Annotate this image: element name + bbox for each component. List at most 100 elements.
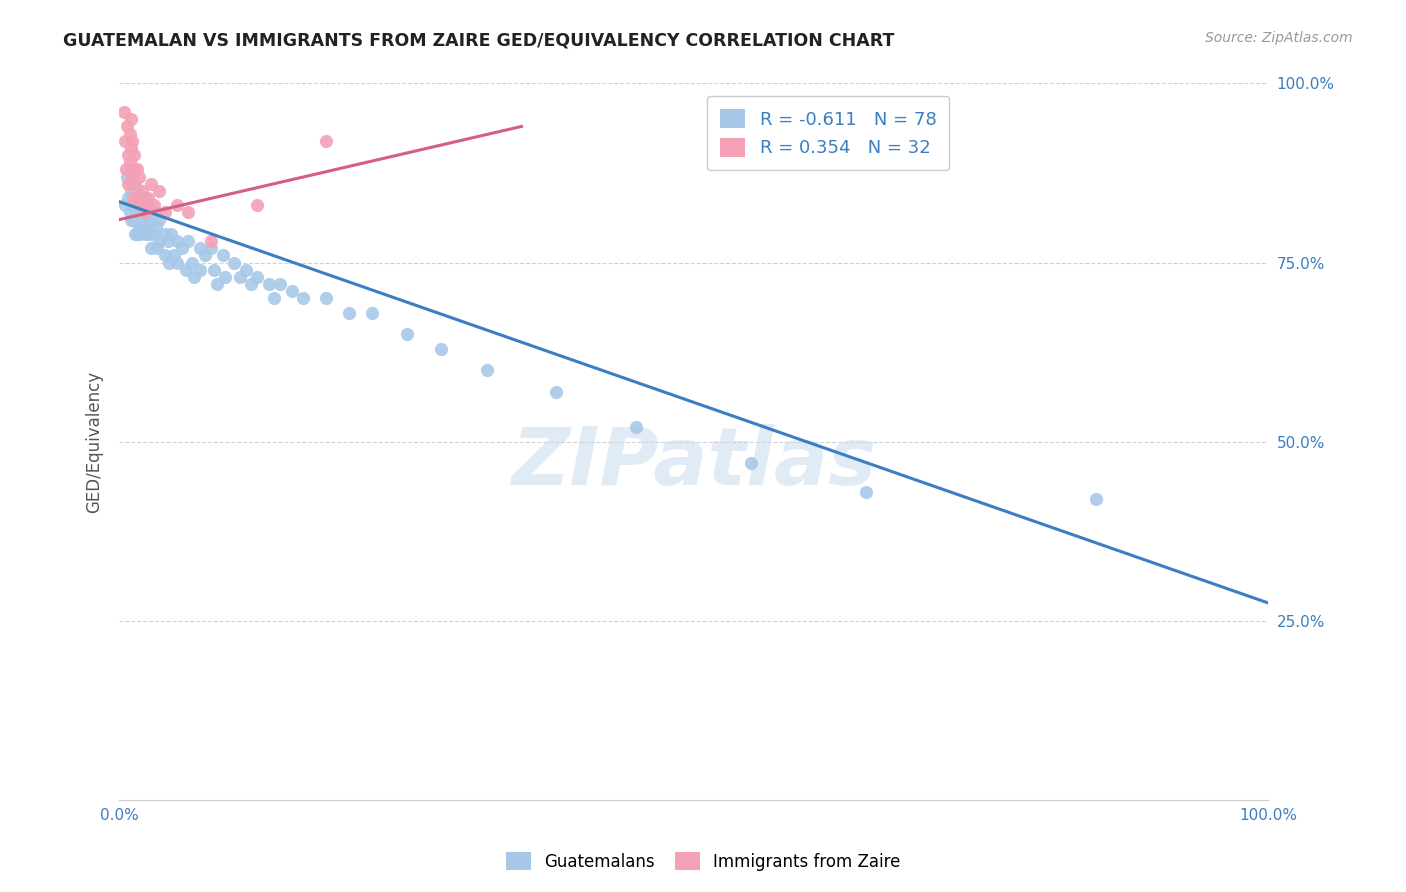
Point — [166, 198, 188, 212]
Point — [131, 198, 153, 212]
Point — [135, 227, 157, 241]
Point — [117, 148, 139, 162]
Point — [292, 292, 315, 306]
Point — [120, 212, 142, 227]
Point — [122, 191, 145, 205]
Point — [280, 285, 302, 299]
Point — [122, 148, 145, 162]
Point — [129, 227, 152, 241]
Point — [337, 306, 360, 320]
Point — [120, 141, 142, 155]
Point — [163, 248, 186, 262]
Point — [134, 212, 156, 227]
Point — [166, 234, 188, 248]
Point — [115, 162, 138, 177]
Point — [183, 269, 205, 284]
Point — [200, 241, 222, 255]
Point — [120, 112, 142, 127]
Point — [120, 184, 142, 198]
Point — [148, 212, 170, 227]
Point — [315, 134, 337, 148]
Point — [118, 127, 141, 141]
Point — [177, 234, 200, 248]
Point — [315, 292, 337, 306]
Point — [148, 234, 170, 248]
Point — [172, 241, 194, 255]
Point — [122, 212, 145, 227]
Point — [174, 262, 197, 277]
Point — [118, 205, 141, 219]
Point — [124, 227, 146, 241]
Point — [112, 105, 135, 120]
Point — [430, 342, 453, 356]
Point — [131, 184, 153, 198]
Point — [125, 227, 148, 241]
Point — [205, 277, 228, 292]
Point — [211, 248, 233, 262]
Point — [121, 134, 143, 148]
Point — [125, 184, 148, 198]
Point — [155, 248, 177, 262]
Point — [156, 234, 179, 248]
Point — [155, 205, 177, 219]
Point — [235, 262, 257, 277]
Point — [1085, 492, 1108, 507]
Point — [475, 363, 498, 377]
Point — [128, 169, 150, 184]
Point — [194, 248, 217, 262]
Point — [240, 277, 263, 292]
Point — [269, 277, 291, 292]
Point — [129, 198, 152, 212]
Point — [395, 327, 418, 342]
Text: GUATEMALAN VS IMMIGRANTS FROM ZAIRE GED/EQUIVALENCY CORRELATION CHART: GUATEMALAN VS IMMIGRANTS FROM ZAIRE GED/… — [63, 31, 894, 49]
Point — [188, 262, 211, 277]
Point — [188, 241, 211, 255]
Point — [117, 169, 139, 184]
Point — [202, 262, 225, 277]
Point — [626, 420, 648, 434]
Point — [740, 456, 762, 470]
Point — [166, 255, 188, 269]
Point — [131, 219, 153, 234]
Y-axis label: GED/Equivalency: GED/Equivalency — [86, 371, 103, 513]
Point — [138, 212, 160, 227]
Point — [141, 241, 163, 255]
Point — [136, 219, 159, 234]
Point — [155, 227, 177, 241]
Point — [157, 255, 180, 269]
Point — [214, 269, 236, 284]
Point — [200, 234, 222, 248]
Point — [125, 162, 148, 177]
Point — [246, 269, 269, 284]
Point — [134, 205, 156, 219]
Point — [125, 205, 148, 219]
Point — [122, 177, 145, 191]
Point — [141, 177, 163, 191]
Point — [135, 205, 157, 219]
Legend: Guatemalans, Immigrants from Zaire: Guatemalans, Immigrants from Zaire — [498, 844, 908, 880]
Point — [246, 198, 269, 212]
Point — [120, 162, 142, 177]
Point — [263, 292, 285, 306]
Point — [117, 191, 139, 205]
Legend: R = -0.611   N = 78, R = 0.354   N = 32: R = -0.611 N = 78, R = 0.354 N = 32 — [707, 96, 949, 170]
Point — [114, 134, 136, 148]
Point — [544, 384, 567, 399]
Point — [129, 205, 152, 219]
Point — [128, 219, 150, 234]
Point — [122, 191, 145, 205]
Point — [142, 205, 165, 219]
Point — [160, 227, 183, 241]
Point — [139, 227, 162, 241]
Point — [361, 306, 384, 320]
Point — [142, 227, 165, 241]
Point — [257, 277, 280, 292]
Point — [224, 255, 246, 269]
Point — [124, 177, 146, 191]
Text: Source: ZipAtlas.com: Source: ZipAtlas.com — [1205, 31, 1353, 45]
Text: ZIPatlas: ZIPatlas — [512, 425, 876, 502]
Point — [146, 241, 169, 255]
Point — [117, 120, 139, 134]
Point — [127, 198, 149, 212]
Point — [136, 191, 159, 205]
